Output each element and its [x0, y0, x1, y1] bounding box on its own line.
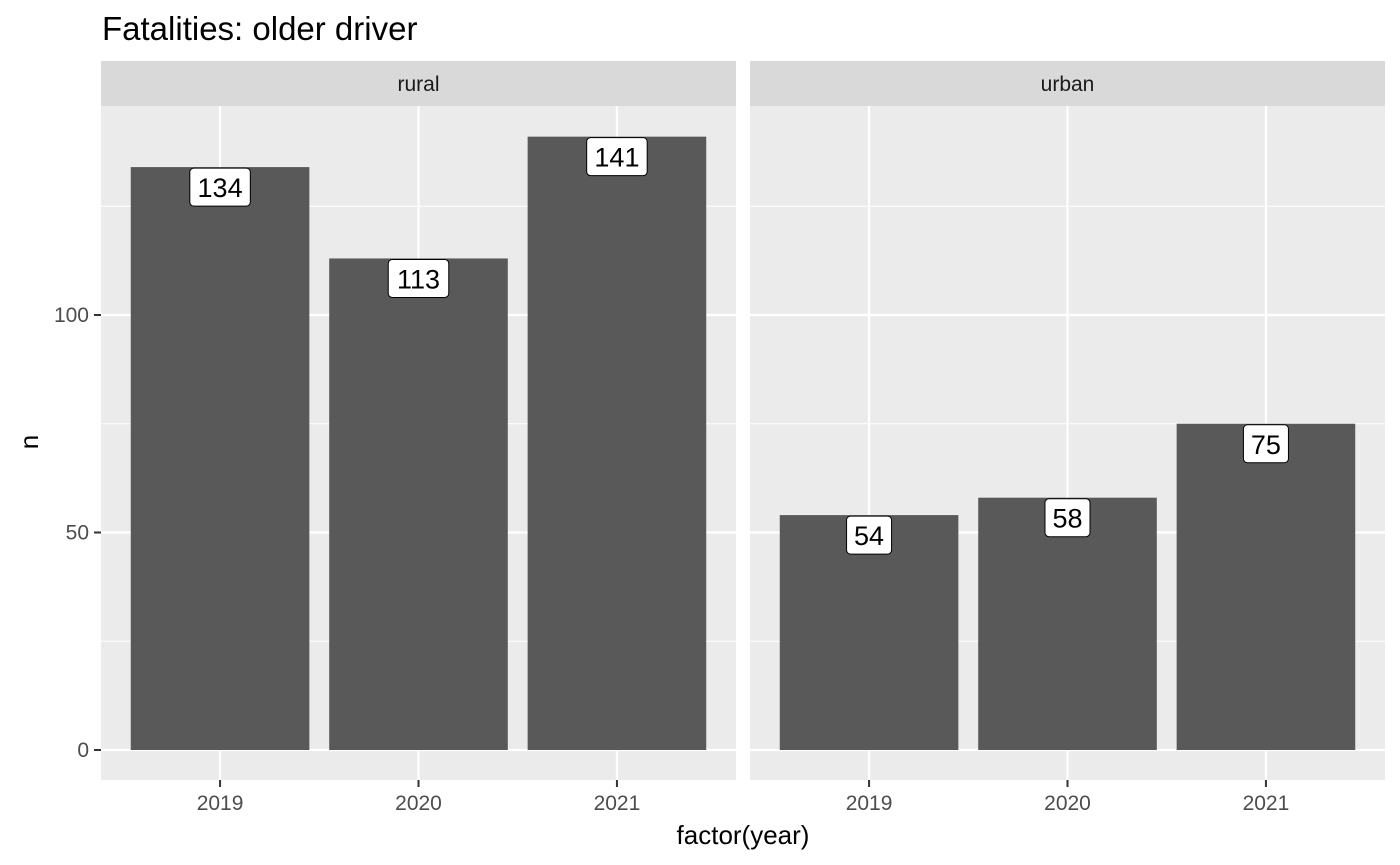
x-tick-label: 2019 — [197, 792, 244, 815]
data-label: 54 — [854, 521, 884, 551]
y-tick-label: 0 — [77, 739, 89, 762]
y-axis-title: n — [14, 435, 44, 449]
bar-urban-2021 — [1176, 423, 1356, 750]
data-label-box — [1044, 498, 1091, 538]
data-label-box — [586, 137, 648, 177]
bar-urban-2020 — [978, 497, 1157, 750]
facet-strip — [101, 61, 736, 106]
facet-panels: rural 134 2019 113 2020 141 2021 urban 54 2019 58 2… — [101, 61, 1385, 815]
data-label: 134 — [198, 173, 243, 203]
bar-rural-2020 — [329, 258, 508, 750]
facet-strip-label: rural — [397, 73, 439, 96]
x-tick-label: 2021 — [1243, 792, 1290, 815]
y-tick-label: 100 — [54, 304, 89, 327]
facet-strip — [750, 61, 1385, 106]
data-label: 113 — [397, 264, 440, 294]
facet-urban: urban 54 2019 58 2020 75 2021 — [750, 61, 1385, 815]
facet-strip-label: urban — [1041, 73, 1095, 96]
data-label: 58 — [1052, 504, 1082, 534]
data-label-box — [189, 167, 251, 207]
data-label-box — [1242, 424, 1289, 464]
bar-rural-2021 — [527, 136, 707, 750]
bar-rural-2019 — [130, 167, 310, 751]
facet-rural: rural 134 2019 113 2020 141 2021 — [101, 61, 736, 815]
x-tick-label: 2020 — [1044, 792, 1091, 815]
chart-title: Fatalities: older driver — [102, 10, 417, 47]
data-label-box — [846, 515, 893, 555]
data-label: 75 — [1251, 430, 1281, 460]
data-label: 141 — [594, 143, 639, 173]
x-tick-label: 2021 — [594, 792, 641, 815]
y-tick-label: 50 — [66, 522, 89, 545]
data-label-box — [387, 258, 450, 298]
y-axis: 0 50 100 — [54, 304, 101, 762]
x-axis-title: factor(year) — [677, 820, 810, 850]
x-tick-label: 2019 — [846, 792, 893, 815]
x-tick-label: 2020 — [395, 792, 442, 815]
